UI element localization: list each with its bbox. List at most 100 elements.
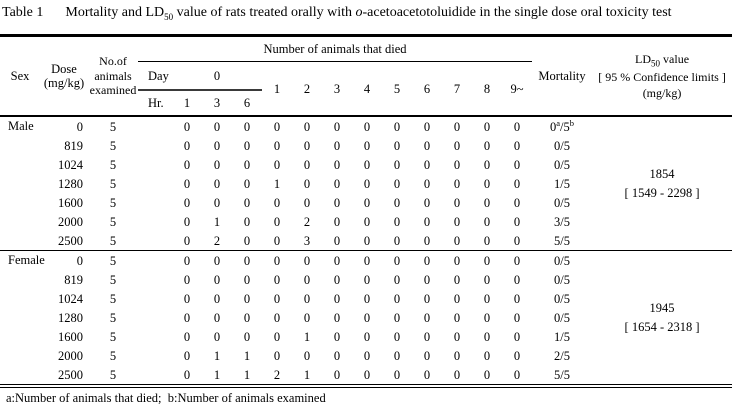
- deaths-count: 0: [243, 157, 251, 172]
- animals-examined-count: 5: [109, 367, 117, 382]
- deaths-count: 0: [382, 115, 412, 136]
- table-row: 1600 5 0 0 0 0 1 0 0 0 0 0 0 0 1/5: [0, 327, 732, 346]
- header-hr-1: 1: [183, 96, 191, 110]
- deaths-count: 1: [213, 348, 221, 363]
- deaths-count: 0: [292, 115, 322, 136]
- deaths-count: 0: [393, 157, 401, 172]
- mortality-value: 0/5: [532, 250, 593, 270]
- deaths-count: 0: [483, 291, 491, 306]
- header-day-7: 7: [453, 81, 461, 96]
- day-label-spacer: [138, 155, 172, 174]
- deaths-count: 0: [513, 214, 521, 229]
- deaths-count: 0: [213, 310, 221, 325]
- deaths-count: 0: [213, 291, 221, 306]
- header-dose: Dose (mg/kg): [40, 36, 88, 117]
- header-mortality: Mortality: [538, 69, 586, 83]
- day-label-spacer: [138, 115, 172, 136]
- deaths-count: 0: [352, 115, 382, 136]
- title-text-1: Mortality and LD: [65, 5, 165, 20]
- deaths-count: 0: [202, 115, 232, 136]
- animals-examined-count: 5: [109, 329, 117, 344]
- dose-value: 1280: [58, 176, 83, 191]
- table-row: 1024 5 0 0 0 0 0 0 0 0 0 0 0 0 0/5: [0, 155, 732, 174]
- deaths-count: 0: [453, 157, 461, 172]
- deaths-count: 0: [303, 272, 311, 287]
- deaths-count: 0: [423, 157, 431, 172]
- deaths-count: 0: [333, 138, 341, 153]
- table-body: Male 0 5 0 0 0 0 0 0 0 0 0 0 0 0 0a/5b 1854[ 1549 - 2298…: [0, 115, 732, 384]
- deaths-count: 0: [333, 367, 341, 382]
- mortality-value: 0/5: [554, 157, 571, 172]
- day-label-spacer: [138, 270, 172, 289]
- deaths-count: 0: [502, 250, 533, 270]
- deaths-count: 0: [453, 348, 461, 363]
- deaths-count: 0: [423, 195, 431, 210]
- header-ld50-line1: LD50 value: [635, 51, 690, 68]
- deaths-count: 0: [442, 250, 472, 270]
- deaths-count: 0: [243, 176, 251, 191]
- deaths-count: 0: [363, 291, 371, 306]
- deaths-count: 0: [483, 367, 491, 382]
- deaths-count: 0: [273, 348, 281, 363]
- dose-value: 2500: [58, 367, 83, 382]
- deaths-count: 0: [363, 329, 371, 344]
- dose-value: 1024: [58, 291, 83, 306]
- deaths-count: 0: [393, 233, 401, 248]
- deaths-count: 0: [513, 176, 521, 191]
- header-day-9plus: 9~: [510, 81, 524, 96]
- deaths-count: 0: [303, 348, 311, 363]
- deaths-count: 0: [273, 214, 281, 229]
- deaths-count: 0: [363, 272, 371, 287]
- sex-label: Female: [0, 250, 45, 384]
- deaths-count: 0: [513, 195, 521, 210]
- header-hr-6: 6: [243, 96, 251, 110]
- bottom-double-rule: [0, 384, 732, 388]
- mortality-value: 3/5: [554, 214, 571, 229]
- deaths-count: 0: [393, 291, 401, 306]
- deaths-count: 0: [412, 115, 442, 136]
- header-ld50-ci: [ 95 % Confidence limits ]: [598, 70, 726, 85]
- title-text-3: -acetoacetotoluidide in the single dose …: [362, 5, 672, 20]
- deaths-count: 0: [333, 291, 341, 306]
- day-label-spacer: [138, 308, 172, 327]
- deaths-count: 0: [213, 329, 221, 344]
- deaths-count: 0: [363, 310, 371, 325]
- deaths-count: 0: [363, 195, 371, 210]
- header-day-label: Day: [138, 61, 172, 91]
- ld50-value: 1945[ 1654 - 2318 ]: [592, 250, 732, 384]
- dose-value: 1280: [58, 310, 83, 325]
- deaths-count: 0: [273, 195, 281, 210]
- deaths-count: 0: [483, 233, 491, 248]
- deaths-count: 0: [483, 138, 491, 153]
- dose-value: 1024: [58, 157, 83, 172]
- animals-examined-count: 5: [88, 115, 138, 136]
- deaths-count: 0: [363, 214, 371, 229]
- animals-examined-count: 5: [109, 348, 117, 363]
- animals-examined-count: 5: [109, 233, 117, 248]
- deaths-count: 0: [273, 138, 281, 153]
- deaths-count: 0: [513, 272, 521, 287]
- deaths-count: 0: [483, 272, 491, 287]
- title-text-2: value of rats treated orally with: [173, 5, 356, 20]
- deaths-count: 0: [243, 233, 251, 248]
- deaths-count: 1: [243, 348, 251, 363]
- deaths-count: 0: [243, 310, 251, 325]
- deaths-count: 0: [273, 291, 281, 306]
- deaths-count: 0: [273, 233, 281, 248]
- animals-examined-count: 5: [109, 176, 117, 191]
- animals-examined-count: 5: [109, 214, 117, 229]
- mortality-value: 1/5: [554, 176, 571, 191]
- deaths-count: 0: [513, 329, 521, 344]
- deaths-count: 0: [423, 348, 431, 363]
- deaths-count: 0: [333, 157, 341, 172]
- header-animals-died-group: Number of animals that died: [138, 35, 533, 62]
- deaths-count: 2: [273, 367, 281, 382]
- deaths-count: 0: [513, 157, 521, 172]
- deaths-count: 0: [483, 214, 491, 229]
- deaths-count: 0: [333, 310, 341, 325]
- dose-value: 0: [40, 250, 88, 270]
- deaths-count: 0: [453, 329, 461, 344]
- deaths-count: 2: [303, 214, 311, 229]
- deaths-count: 0: [513, 291, 521, 306]
- deaths-count: 0: [303, 138, 311, 153]
